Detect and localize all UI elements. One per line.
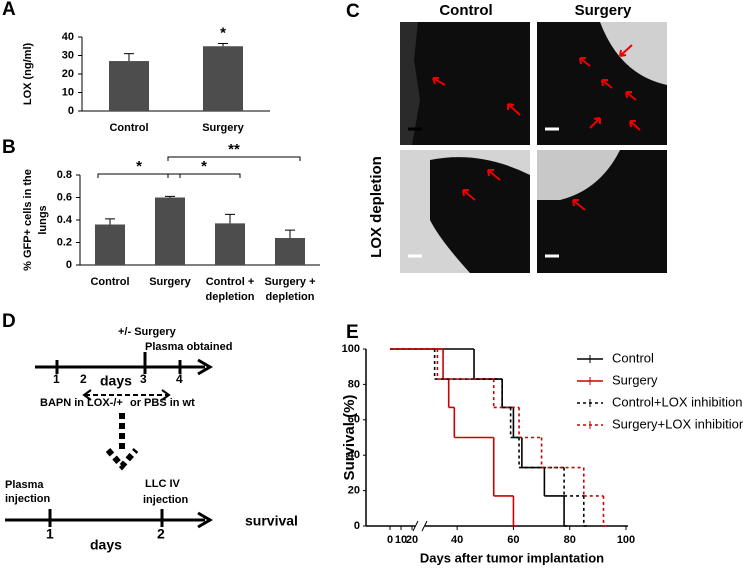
bar bbox=[109, 61, 149, 111]
axis-break bbox=[412, 520, 428, 532]
x-tick-label: 40 bbox=[451, 534, 463, 546]
panel-letter: E bbox=[346, 322, 359, 343]
day-label: 1 bbox=[46, 526, 54, 542]
y-tick-label: 0 bbox=[354, 520, 360, 532]
day-label: 4 bbox=[176, 372, 183, 386]
y-tick-label: 60 bbox=[348, 414, 360, 426]
bar bbox=[215, 223, 245, 265]
y-axis-label: Survival (%) bbox=[341, 395, 358, 481]
x-tick-label: 20 bbox=[406, 534, 418, 546]
x-tick-label: depletion bbox=[266, 291, 315, 303]
y-tick-label: 40 bbox=[348, 449, 360, 461]
panel-d: D +/- Surgery Plasma obtained 1 2 days 3… bbox=[2, 311, 298, 553]
significance-label: * bbox=[201, 158, 207, 175]
y-tick-label: 0.2 bbox=[57, 236, 72, 248]
annotation: Plasma bbox=[5, 479, 44, 491]
legend-label: Control bbox=[612, 350, 654, 365]
y-tick-label: 80 bbox=[348, 378, 360, 390]
arrows bbox=[432, 44, 641, 211]
annotation: BAPN in LOX-/+ bbox=[40, 397, 123, 409]
panel-c: C Control Surgery LOX depletion bbox=[346, 1, 667, 273]
day-label: 2 bbox=[80, 372, 87, 386]
significance-label: * bbox=[136, 158, 142, 175]
panel-letter: A bbox=[2, 0, 16, 20]
x-tick-label: 10 bbox=[395, 534, 407, 546]
annotation: injection bbox=[143, 494, 189, 506]
annotation: LLC IV bbox=[145, 478, 180, 490]
x-tick-label: 100 bbox=[617, 534, 635, 546]
timeline bbox=[35, 352, 213, 376]
y-tick-label: 20 bbox=[348, 485, 360, 497]
y-axis-label: % GFP+ cells in the bbox=[22, 169, 34, 271]
column-label: Surgery bbox=[575, 2, 632, 19]
scale-bars bbox=[408, 127, 559, 258]
x-tick-label: 60 bbox=[507, 534, 519, 546]
y-tick-label: 20 bbox=[62, 68, 74, 80]
panel-letter: D bbox=[2, 311, 16, 332]
x-axis-label: Days after tumor implantation bbox=[420, 550, 604, 565]
y-axis-label: lungs bbox=[37, 205, 49, 234]
annotation: or PBS in wt bbox=[130, 397, 195, 409]
x-tick-label: depletion bbox=[206, 291, 255, 303]
significance-bracket bbox=[167, 173, 241, 178]
legend-label: Surgery+LOX inhibition bbox=[612, 416, 743, 431]
panel-letter: C bbox=[346, 1, 360, 22]
y-tick-label: 0 bbox=[66, 259, 72, 271]
x-tick-label: Control + bbox=[206, 276, 255, 288]
day-label: 1 bbox=[53, 372, 60, 386]
row-label: LOX depletion bbox=[368, 156, 385, 258]
tissue-edge bbox=[400, 22, 420, 145]
x-tick-label: Control bbox=[109, 122, 148, 134]
y-axis-label: LOX (ng/ml) bbox=[22, 43, 34, 106]
axis-label: days bbox=[90, 537, 122, 553]
background-light bbox=[600, 22, 667, 85]
legend-label: Control+LOX inhibition bbox=[612, 394, 742, 409]
x-tick-label: Control bbox=[90, 276, 129, 288]
y-tick-label: 0 bbox=[68, 105, 74, 117]
tissue bbox=[430, 157, 530, 273]
x-tick-label: 80 bbox=[564, 534, 576, 546]
legend-label: Surgery bbox=[612, 372, 658, 387]
outcome-label: survival bbox=[245, 513, 298, 529]
y-tick-label: 30 bbox=[62, 49, 74, 61]
x-tick-label: Surgery bbox=[202, 122, 244, 134]
annotation: Plasma obtained bbox=[145, 341, 232, 353]
annotation: injection bbox=[5, 493, 51, 505]
significance-label: * bbox=[220, 24, 226, 41]
y-tick-label: 0.4 bbox=[57, 214, 73, 226]
bar bbox=[275, 238, 305, 265]
panel-letter: B bbox=[2, 137, 16, 158]
y-tick-label: 10 bbox=[62, 86, 74, 98]
background-light bbox=[537, 150, 620, 200]
day-label: 3 bbox=[140, 372, 147, 386]
down-arrow bbox=[105, 413, 139, 471]
x-tick-label: Surgery bbox=[149, 276, 191, 288]
significance-bracket bbox=[97, 173, 181, 178]
significance-label: ** bbox=[228, 141, 240, 158]
x-tick-label: 0 bbox=[387, 534, 393, 546]
timeline bbox=[5, 509, 213, 529]
bar bbox=[155, 197, 185, 265]
axis-label: days bbox=[100, 373, 132, 389]
bar bbox=[95, 224, 125, 265]
annotation: +/- Surgery bbox=[118, 326, 177, 338]
significance-bracket bbox=[167, 156, 301, 161]
micrograph bbox=[400, 22, 530, 145]
day-label: 2 bbox=[157, 526, 165, 542]
y-tick-label: 0.6 bbox=[57, 191, 72, 203]
y-tick-label: 0.8 bbox=[57, 169, 72, 181]
bar bbox=[203, 46, 243, 111]
column-label: Control bbox=[439, 2, 492, 19]
dashed-arrow bbox=[82, 389, 171, 401]
x-tick-label: Surgery + bbox=[264, 276, 315, 288]
y-tick-label: 100 bbox=[342, 343, 360, 355]
y-tick-label: 40 bbox=[62, 31, 74, 43]
